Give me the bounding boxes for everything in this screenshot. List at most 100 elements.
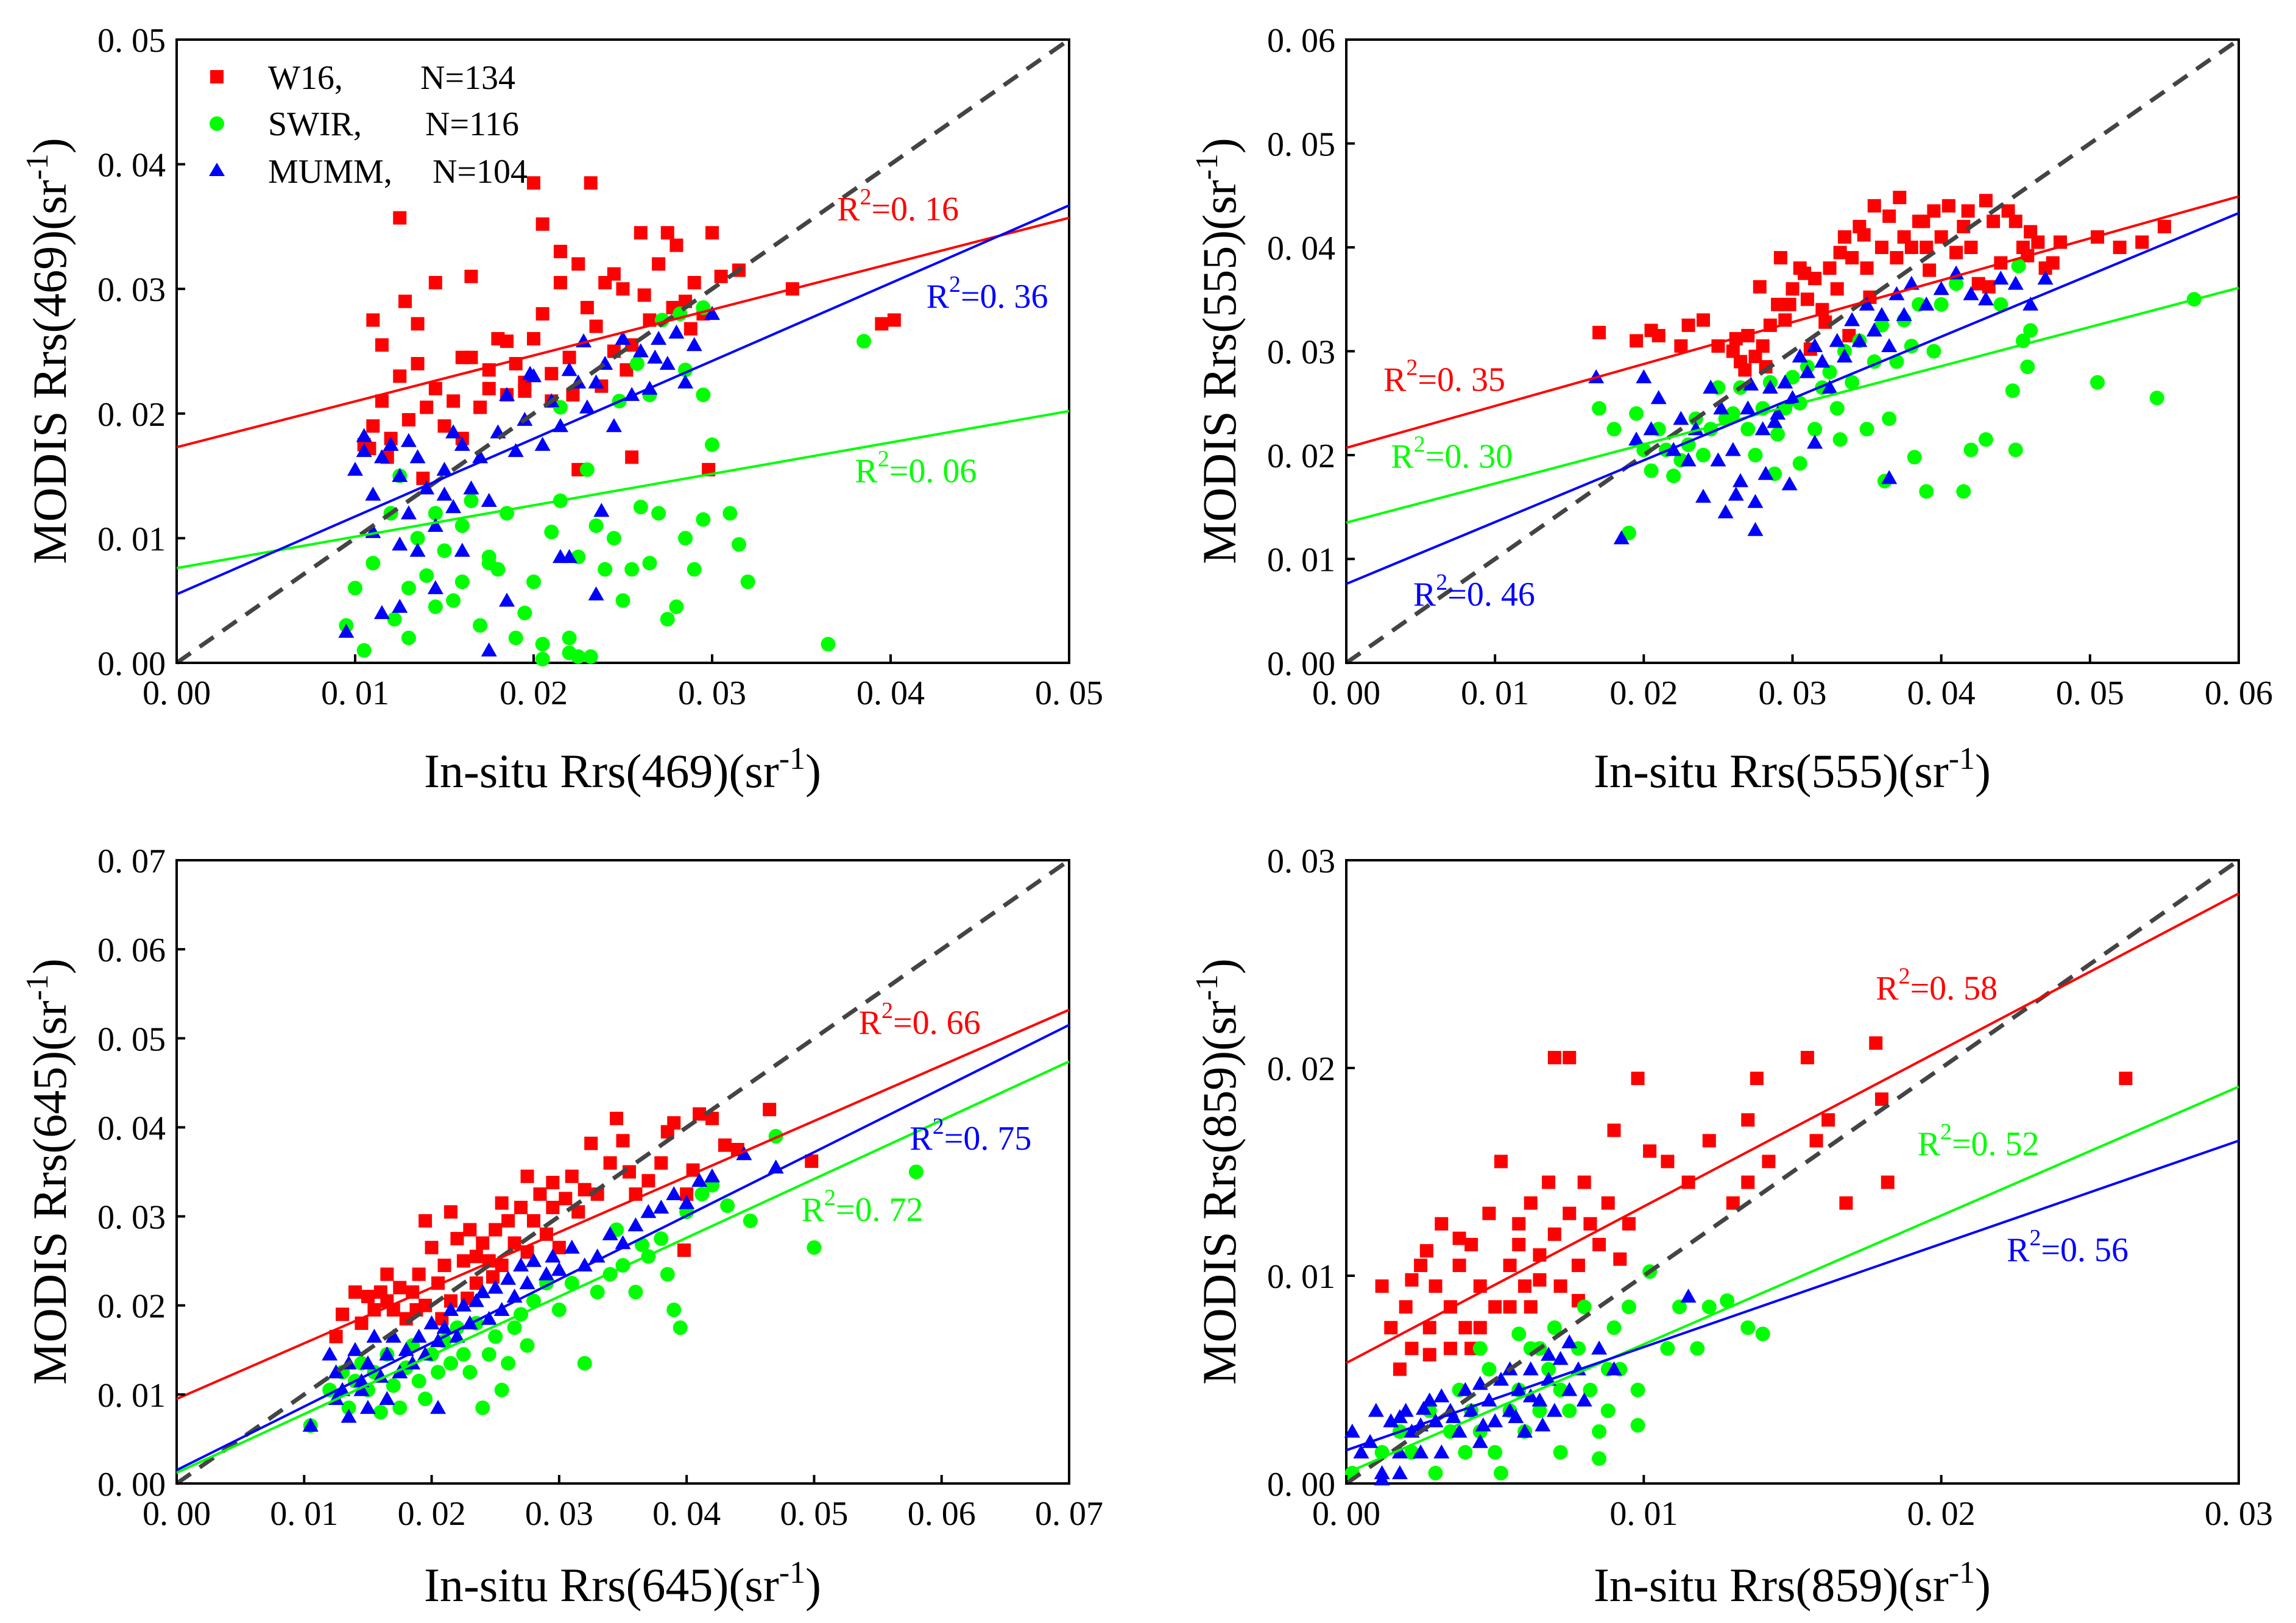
- point-swir-p645-54: [694, 1187, 710, 1202]
- point-mumm-p859-48: [1508, 1409, 1524, 1423]
- point-w16-p859-1: [1384, 1321, 1398, 1335]
- point-swir-p859-38: [1740, 1320, 1756, 1335]
- point-w16-p469-25: [571, 257, 585, 271]
- point-w16-p859-22: [1542, 1175, 1556, 1189]
- y-tick-label-p469-5: 0. 05: [97, 22, 166, 60]
- point-w16-p555-48: [2024, 225, 2038, 239]
- point-mumm-p555-16: [1740, 400, 1756, 415]
- point-w16-p645-9: [393, 1281, 407, 1295]
- y-tick-label-p469-4: 0. 04: [97, 147, 166, 185]
- point-w16-p645-22: [476, 1236, 490, 1250]
- point-swir-p469-54: [535, 651, 550, 667]
- point-w16-p469-36: [669, 238, 684, 252]
- point-w16-p859-58: [1473, 1321, 1487, 1335]
- point-mumm-p555-51: [1781, 476, 1798, 490]
- point-mumm-p469-58: [356, 428, 372, 442]
- point-mumm-p859-42: [1541, 1346, 1557, 1361]
- point-swir-p859-20: [1547, 1320, 1562, 1335]
- point-mumm-p469-10: [427, 517, 443, 532]
- point-w16-p555-37: [1941, 199, 1955, 213]
- point-mumm-p555-31: [1851, 333, 1868, 347]
- data-marks-469: R2=0. 16 R2=0. 06 R2=0. 36: [175, 38, 1071, 667]
- point-mumm-p555-52: [1807, 434, 1823, 449]
- point-w16-p859-59: [1452, 1231, 1466, 1245]
- point-mumm-p469-8: [409, 449, 426, 464]
- point-w16-p859-53: [1524, 1300, 1538, 1314]
- point-w16-p859-20: [1524, 1196, 1538, 1210]
- point-mumm-p469-12: [445, 499, 462, 514]
- point-w16-p555-27: [1867, 199, 1881, 213]
- point-w16-p555-49: [2031, 235, 2045, 249]
- point-mumm-p555-45: [2007, 275, 2024, 290]
- point-w16-p555-19: [1808, 272, 1822, 286]
- point-w16-p469-14: [473, 400, 487, 414]
- point-swir-p555-57: [1792, 456, 1807, 471]
- point-w16-p645-37: [571, 1205, 585, 1219]
- point-w16-p859-19: [1518, 1279, 1531, 1293]
- point-w16-p469-30: [616, 282, 630, 296]
- point-mumm-p469-3: [365, 486, 381, 501]
- point-mumm-p469-4: [373, 449, 390, 464]
- point-swir-p645-55: [720, 1198, 735, 1214]
- point-w16-p555-43: [1987, 214, 2001, 228]
- point-w16-p645-61: [584, 1136, 598, 1150]
- point-swir-p469-52: [583, 649, 598, 664]
- fit-line-swir-p555: [1346, 286, 2239, 524]
- point-swir-p555-42: [1919, 484, 1934, 499]
- point-mumm-p555-2: [1628, 431, 1645, 446]
- y-tick-label-p555-1: 0. 01: [1267, 542, 1335, 579]
- point-swir-p469-40: [705, 437, 719, 452]
- point-swir-p859-31: [1630, 1382, 1645, 1398]
- point-mumm-p645-44: [653, 1199, 669, 1214]
- point-w16-p859-41: [1750, 1072, 1764, 1086]
- y-tick-label-p859-2: 0. 02: [1267, 1050, 1335, 1088]
- point-w16-p859-27: [1577, 1175, 1591, 1189]
- point-w16-p645-53: [763, 1103, 777, 1117]
- point-mumm-p859-14: [1451, 1423, 1468, 1438]
- point-w16-p859-28: [1583, 1217, 1597, 1231]
- point-w16-p555-57: [1773, 251, 1787, 265]
- point-mumm-p645-10: [379, 1346, 395, 1361]
- x-axis-title-555: In-situ Rrs(555)(sr-1): [1594, 741, 1991, 797]
- point-swir-p555-29: [1822, 364, 1837, 380]
- point-swir-p555-52: [2023, 323, 2038, 338]
- point-swir-p469-24: [562, 631, 577, 646]
- point-swir-p469-19: [517, 606, 532, 621]
- point-mumm-p645-15: [411, 1328, 427, 1343]
- point-w16-p645-16: [437, 1258, 451, 1272]
- point-w16-p469-48: [464, 269, 478, 283]
- point-mumm-p555-4: [1643, 421, 1659, 436]
- point-w16-p469-49: [500, 334, 514, 348]
- point-w16-p469-15: [482, 381, 496, 395]
- point-w16-p555-54: [2113, 241, 2127, 254]
- point-mumm-p469-38: [677, 374, 694, 389]
- point-w16-p469-50: [553, 244, 567, 258]
- point-mumm-p645-25: [475, 1284, 491, 1298]
- point-swir-p555-24: [1785, 370, 1800, 385]
- point-swir-p555-30: [1829, 401, 1845, 416]
- point-swir-p859-28: [1606, 1320, 1622, 1335]
- point-swir-p859-19: [1541, 1362, 1556, 1377]
- point-swir-p555-50: [2008, 442, 2023, 458]
- point-mumm-p645-42: [627, 1217, 644, 1232]
- point-w16-p645-25: [495, 1258, 509, 1272]
- fit-line-mumm-p555: [1346, 211, 2239, 585]
- fit-line-mumm-p469: [176, 204, 1070, 596]
- r2-label-w16-p469: R2=0. 16: [837, 185, 959, 228]
- point-w16-p469-69: [518, 384, 532, 398]
- point-swir-p469-38: [687, 562, 702, 577]
- point-swir-p555-49: [1993, 297, 2008, 312]
- point-mumm-p469-35: [651, 331, 667, 345]
- fit-line-swir-p469: [176, 409, 1070, 570]
- point-w16-p859-4: [1405, 1342, 1419, 1356]
- point-swir-p859-43: [1553, 1444, 1568, 1460]
- point-swir-p859-35: [1690, 1341, 1705, 1356]
- point-swir-p555-53: [2090, 375, 2105, 390]
- point-w16-p645-21: [469, 1276, 483, 1290]
- point-mumm-p469-5: [383, 436, 399, 451]
- point-swir-p469-20: [526, 575, 541, 590]
- point-mumm-p645-9: [372, 1368, 389, 1383]
- point-w16-p555-38: [1949, 246, 1963, 260]
- data-marks-555: R2=0. 35 R2=0. 30 R2=0. 46: [1344, 38, 2241, 665]
- point-w16-p859-32: [1622, 1217, 1636, 1231]
